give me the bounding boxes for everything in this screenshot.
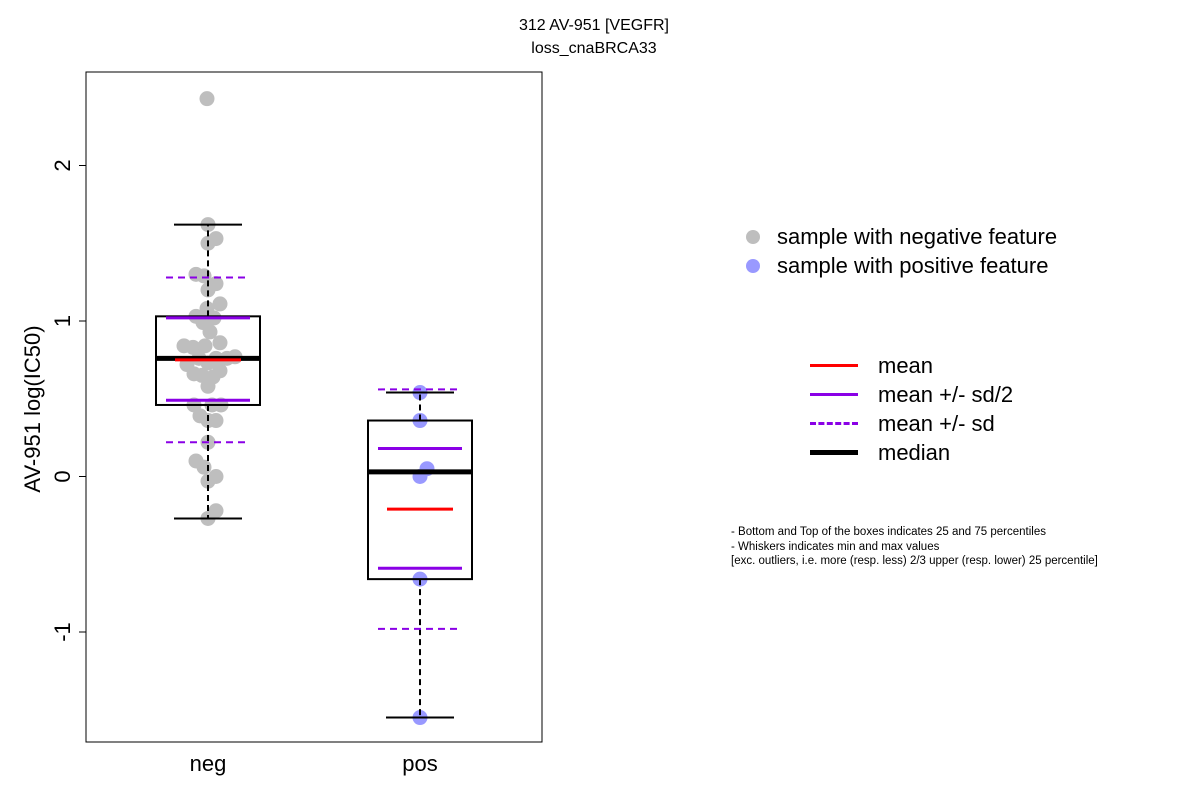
legend-line-median [810, 450, 858, 455]
legend-label-positive: sample with positive feature [777, 252, 1049, 278]
lines-legend: mean mean +/- sd/2 mean +/- sd median [810, 351, 1013, 467]
data-point-neg [208, 413, 224, 429]
data-point-neg [197, 338, 213, 354]
x-tick-label: pos [402, 751, 437, 776]
legend-item-mean-sd: mean +/- sd [810, 409, 1013, 438]
legend-label-mean: mean [878, 352, 934, 378]
legend-label-median: median [878, 439, 951, 465]
legend-label-mean-half-sd: mean +/- sd/2 [878, 381, 1014, 407]
y-tick-label: 2 [50, 159, 75, 171]
data-point-neg [212, 296, 228, 312]
legend-line-mean [810, 364, 858, 367]
legend-item-mean-half-sd: mean +/- sd/2 [810, 380, 1013, 409]
points-legend: sample with negative feature sample with… [746, 222, 1057, 280]
legend-label-negative: sample with negative feature [777, 223, 1058, 249]
data-point-neg [199, 91, 215, 107]
data-point-neg [200, 282, 216, 298]
legend-item-positive: sample with positive feature [746, 251, 1057, 280]
legend-marker-negative [746, 229, 760, 244]
y-tick-label: 1 [50, 315, 75, 327]
legend-marker-positive [746, 258, 760, 273]
data-point-neg [200, 378, 216, 394]
legend-label-mean-sd: mean +/- sd [878, 410, 995, 436]
box-pos [367, 419, 473, 581]
footnote-line-2: - Whiskers indicates min and max values [731, 540, 940, 553]
y-axis-label: AV-951 log(IC50) [20, 325, 45, 493]
data-point-neg [200, 473, 216, 489]
y-tick-label: 0 [50, 470, 75, 482]
legend-item-negative: sample with negative feature [746, 222, 1057, 251]
x-tick-label: neg [190, 751, 227, 776]
legend-item-median: median [810, 438, 1013, 467]
footnote-line-3: [exc. outliers, i.e. more (resp. less) 2… [731, 555, 1098, 567]
plot-frame [85, 71, 543, 743]
legend-line-mean-sd [810, 422, 858, 425]
data-point-neg [202, 324, 218, 340]
y-tick-label: -1 [50, 622, 75, 642]
legend-line-mean-half-sd [810, 393, 858, 396]
data-point-neg [212, 335, 228, 351]
footnote-line-1: - Bottom and Top of the boxes indicates … [731, 526, 1046, 538]
chart-title: 312 AV-951 [VEGFR] [518, 17, 669, 34]
legend-item-mean: mean [810, 351, 1013, 380]
data-point-neg [196, 459, 212, 475]
chart-subtitle: loss_cnaBRCA33 [531, 40, 657, 57]
footnote: - Bottom and Top of the boxes indicates … [731, 525, 1098, 569]
